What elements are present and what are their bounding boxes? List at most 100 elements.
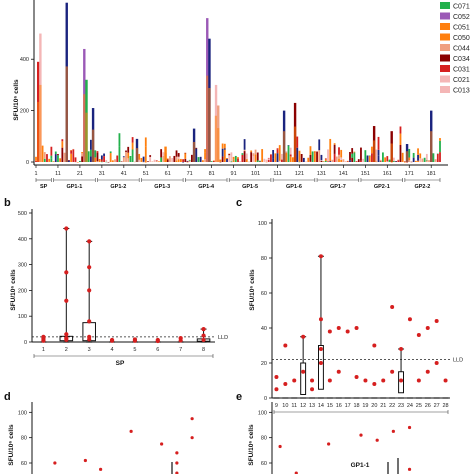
bar-segment [184, 152, 187, 154]
group-label: GP2-2 [414, 184, 430, 190]
x-axis-label: SP [116, 360, 125, 367]
x-tick-label: 27 [434, 403, 440, 409]
data-point [391, 429, 395, 433]
data-point [201, 333, 206, 338]
bar-segment [439, 152, 441, 162]
bar-segment [127, 158, 130, 162]
bar-segment [54, 154, 57, 162]
data-point [443, 378, 448, 383]
legend: C071 C052 C051 C050 C044 C034 C031 C021 C013 [440, 2, 470, 95]
data-point [64, 298, 69, 303]
y-tick-label: 0 [264, 396, 267, 402]
x-tick-label: 41 [121, 171, 127, 177]
bar-segment [180, 158, 182, 162]
y-tick-label: 20 [261, 361, 267, 367]
data-point [294, 471, 298, 474]
bar-segment [197, 157, 200, 162]
bar-segment [61, 141, 64, 148]
bar-segment [346, 160, 349, 162]
bar-segment [103, 153, 105, 157]
data-point [201, 327, 206, 332]
data-point [327, 442, 331, 446]
bar-segment [338, 158, 340, 162]
bar-segment [340, 157, 343, 160]
bar-segment [188, 160, 191, 162]
group-labels: SP GP1-1 GP1-2 GP1-3 GP1-4 GP1-5 GP1-6 GP1-7 GP2… [35, 178, 441, 190]
bar-segment [333, 143, 336, 145]
bar-segment [175, 160, 178, 162]
bar-segment [219, 161, 222, 163]
bar-segment [107, 161, 110, 163]
data-point [310, 387, 315, 392]
bar-segment [169, 156, 171, 162]
bar-segment [109, 153, 112, 162]
bar-segment [116, 155, 119, 162]
bar-segment [243, 139, 246, 150]
bar-segment [142, 161, 145, 163]
bar-segment [226, 158, 228, 162]
bar-segment [285, 153, 288, 162]
bar-highlight-base [430, 131, 433, 162]
x-tick-label: 21 [77, 171, 83, 177]
bar-segment [287, 145, 290, 146]
bar-segment [423, 157, 426, 162]
bar-segment [177, 153, 180, 157]
bar-segment [408, 148, 411, 158]
bar-segment [184, 152, 187, 159]
bar-segment [386, 156, 389, 162]
y-tick-label: 400 [20, 57, 29, 63]
bar-segment [228, 154, 231, 156]
bar-segment [305, 161, 307, 162]
data-point [354, 326, 359, 330]
bar-segment [166, 158, 169, 160]
data-point [109, 337, 115, 343]
x-tick-label: 2 [65, 347, 68, 353]
x-tick-label: 71 [187, 171, 193, 177]
y-tick-label: 500 [18, 211, 27, 217]
bar-segment [230, 152, 233, 162]
legend-swatch [440, 65, 450, 72]
bar-segment [285, 151, 288, 154]
bar-segment [371, 153, 373, 162]
y-tick-label: 80 [261, 256, 267, 262]
bar-segment [357, 159, 360, 162]
bar-segment [100, 161, 103, 163]
bar-segment [237, 158, 239, 162]
bar-segment [50, 146, 53, 156]
data-point [64, 337, 69, 343]
bar-segment [74, 157, 77, 162]
data-point [390, 305, 395, 309]
bar-segment [302, 157, 305, 162]
x-tick-label: 26 [425, 403, 431, 409]
bar-segment [353, 151, 356, 153]
bar-segment [98, 159, 101, 162]
data-point [190, 436, 194, 440]
bar-segment [94, 150, 97, 158]
bar-segment [228, 155, 231, 162]
bar-segment [395, 161, 397, 162]
bar-segment [259, 161, 261, 162]
legend-label: C031 [453, 67, 470, 74]
group-label: GP2-1 [374, 184, 390, 190]
data-point [64, 332, 69, 337]
bar-segment [94, 157, 97, 162]
bar-segment [237, 157, 239, 159]
bar-highlight-base [282, 131, 286, 162]
x-tick-label: 111 [273, 171, 281, 177]
bar-highlight-base [214, 115, 218, 162]
bar-segment [349, 160, 351, 162]
x-tick-label: 10 [282, 403, 288, 409]
y-tick-label: 40 [261, 326, 267, 332]
y-tick-label: 80 [21, 436, 27, 442]
bar-highlight-base [372, 140, 376, 162]
bar-segment [81, 152, 84, 154]
bars [35, 2, 441, 163]
data-point [345, 329, 350, 334]
x-tick-label: 24 [407, 403, 413, 409]
bar-segment [375, 161, 378, 162]
bar-segment [111, 160, 114, 162]
x-tick-label: 4 [111, 347, 114, 353]
data-point [190, 417, 194, 421]
bar-segment [368, 155, 371, 157]
bar-segment [386, 161, 389, 162]
